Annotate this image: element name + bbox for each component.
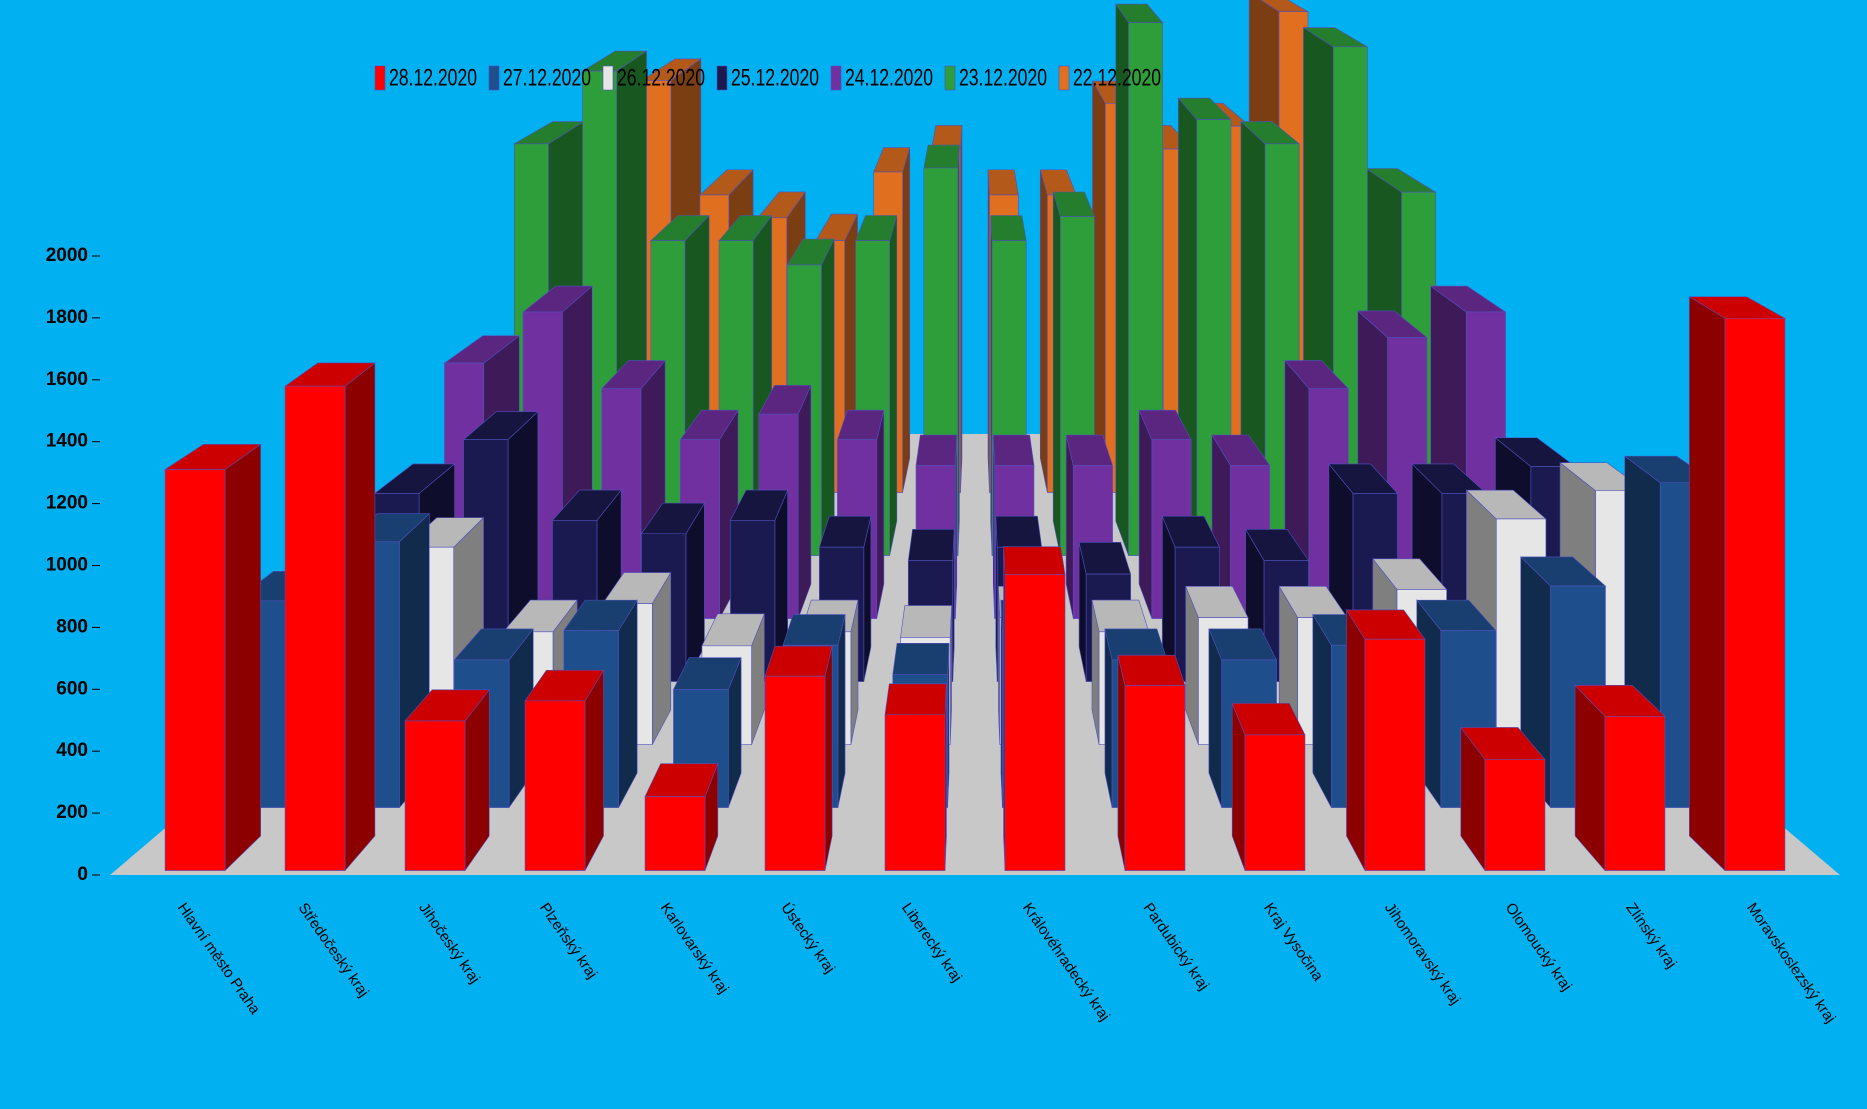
bar-front <box>1604 716 1666 871</box>
bar-side <box>584 669 604 871</box>
legend-swatch <box>488 65 500 91</box>
bar-front <box>1364 638 1426 871</box>
legend-label: 26.12.2020 <box>617 64 705 91</box>
y-tick-label: 1800 <box>46 307 88 328</box>
legend-label: 24.12.2020 <box>845 64 933 91</box>
legend-label: 25.12.2020 <box>731 64 819 91</box>
bar-side <box>1689 296 1726 872</box>
bar-front <box>404 720 466 871</box>
bar-top <box>987 169 1019 196</box>
legend-label: 23.12.2020 <box>959 64 1047 91</box>
bar-top <box>990 215 1027 241</box>
bar <box>1117 654 1186 871</box>
bar-front <box>1244 734 1306 871</box>
bar-front <box>524 700 586 871</box>
y-tick-label: 1000 <box>46 555 88 576</box>
bar-front <box>884 714 946 871</box>
bar-front <box>1484 759 1546 871</box>
y-tick-label: 2000 <box>46 245 88 266</box>
bar-top <box>892 643 950 676</box>
bar-top <box>1003 546 1066 575</box>
bar-side <box>889 215 898 556</box>
legend-label: 27.12.2020 <box>503 64 591 91</box>
bar <box>284 362 376 872</box>
bar-side <box>1312 613 1332 808</box>
bar <box>1345 608 1426 871</box>
bar-side <box>824 646 833 871</box>
bar <box>164 443 262 872</box>
y-tick-label: 1200 <box>46 493 88 514</box>
bar-front <box>644 796 706 871</box>
bar-top <box>900 605 952 638</box>
legend-label: 22.12.2020 <box>1073 64 1161 91</box>
legend-swatch <box>602 65 614 91</box>
legend-swatch <box>830 65 842 91</box>
bar-top <box>992 434 1035 466</box>
bar <box>644 763 719 871</box>
bar <box>1574 684 1666 872</box>
bar-side <box>821 238 835 556</box>
bar-top <box>915 434 958 466</box>
bar-side <box>902 147 911 493</box>
bar <box>1688 296 1787 872</box>
bar-side <box>1117 655 1126 871</box>
bar-side <box>1346 608 1366 871</box>
y-tick-label: 0 <box>77 864 88 885</box>
legend-label: 28.12.2020 <box>389 64 477 91</box>
bar-top <box>1117 654 1186 686</box>
bar-front <box>164 469 226 871</box>
bar-side <box>1052 191 1061 556</box>
bar <box>404 688 490 872</box>
bar <box>764 645 833 871</box>
bar-side <box>837 614 846 808</box>
bar <box>524 669 605 871</box>
y-tick-label: 600 <box>56 678 88 699</box>
bar-top <box>995 515 1043 548</box>
bar-side <box>1138 410 1153 619</box>
legend-swatch <box>716 65 728 91</box>
bar-side <box>876 410 885 619</box>
bar-front <box>1724 317 1786 871</box>
bar-side <box>797 385 812 619</box>
legend-swatch <box>944 65 956 91</box>
bar-top <box>782 614 846 646</box>
bar <box>884 683 947 871</box>
y-tick-label: 200 <box>56 802 88 823</box>
bar-front <box>284 385 346 871</box>
y-tick-label: 400 <box>56 740 88 761</box>
bar-top <box>884 683 947 716</box>
bar <box>1231 703 1306 871</box>
bar-front <box>764 675 826 871</box>
bar <box>1003 546 1066 871</box>
bar-front <box>1124 685 1186 871</box>
bar-side <box>224 443 261 872</box>
bar-front <box>1004 574 1066 871</box>
bar-side <box>344 362 376 872</box>
bar-side <box>618 599 638 808</box>
bar <box>1460 726 1546 872</box>
y-tick-label: 1400 <box>46 431 88 452</box>
y-tick-label: 800 <box>56 616 88 637</box>
y-tick-label: 1600 <box>46 369 88 390</box>
bar-top <box>764 645 833 677</box>
bar-top <box>907 528 955 561</box>
bar-top <box>1091 599 1150 633</box>
legend-swatch <box>1058 65 1070 91</box>
bar-side <box>1039 169 1048 493</box>
legend-swatch <box>374 65 386 91</box>
bar-top <box>923 144 960 169</box>
